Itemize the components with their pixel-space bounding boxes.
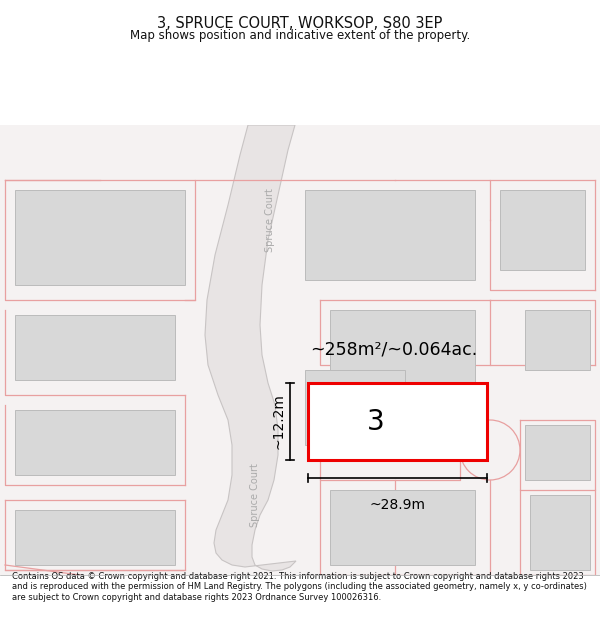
- Bar: [525, 425, 590, 480]
- Text: ~28.9m: ~28.9m: [370, 498, 425, 512]
- Text: 3: 3: [367, 408, 385, 436]
- Bar: [525, 310, 590, 370]
- Bar: [15, 315, 175, 380]
- Bar: [15, 510, 175, 565]
- Polygon shape: [205, 125, 296, 571]
- Text: ~258m²/~0.064ac.: ~258m²/~0.064ac.: [310, 341, 477, 359]
- Bar: [308, 383, 487, 460]
- Text: Map shows position and indicative extent of the property.: Map shows position and indicative extent…: [130, 29, 470, 42]
- Bar: [500, 190, 585, 270]
- Text: 3, SPRUCE COURT, WORKSOP, S80 3EP: 3, SPRUCE COURT, WORKSOP, S80 3EP: [157, 16, 443, 31]
- Text: Spruce Court: Spruce Court: [250, 463, 260, 527]
- Bar: [530, 495, 590, 570]
- Bar: [305, 370, 405, 445]
- Bar: [330, 490, 475, 565]
- Bar: [15, 410, 175, 475]
- Text: ~12.2m: ~12.2m: [271, 394, 285, 449]
- Bar: [330, 310, 475, 390]
- Bar: [15, 190, 185, 285]
- Text: Spruce Court: Spruce Court: [265, 188, 275, 252]
- Text: Contains OS data © Crown copyright and database right 2021. This information is : Contains OS data © Crown copyright and d…: [12, 572, 587, 602]
- Bar: [305, 190, 475, 280]
